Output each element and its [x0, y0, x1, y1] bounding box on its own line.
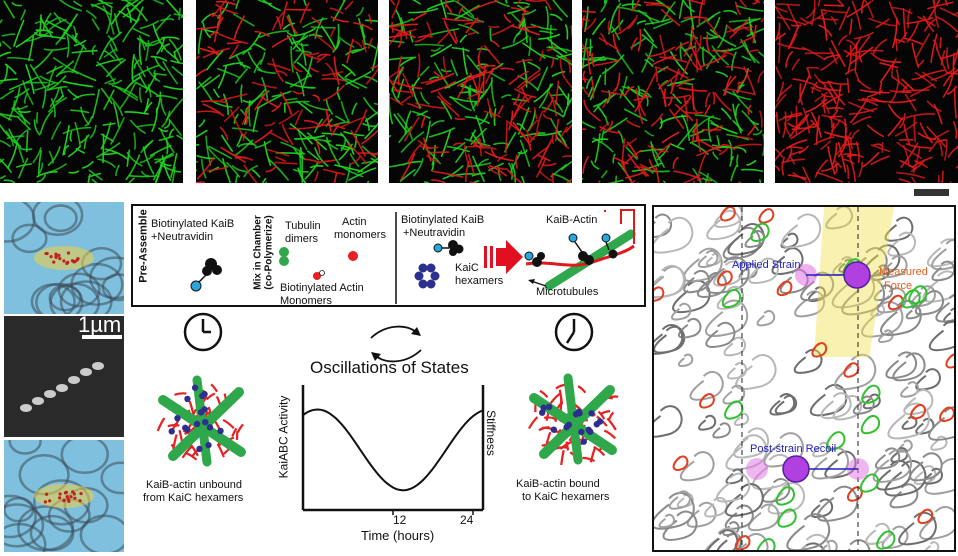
unbound-caption-1: KaiB-actin unbound	[146, 479, 243, 491]
post-strain-recoil-label: Post-strain Recoil	[750, 443, 837, 455]
tubulin-label-1: Tubulin	[285, 220, 321, 232]
kaic-hexamer-icon	[414, 263, 440, 289]
micrograph-red	[775, 0, 958, 183]
cycle-diagram	[156, 312, 619, 515]
measured-force-label-2: Force	[884, 280, 913, 292]
kaib-actin-label: KaiB-Actin	[546, 214, 598, 226]
cycle-arrows-icon	[370, 325, 422, 363]
mix-label-1: Mix in Chamber	[252, 215, 264, 290]
red-arrow-icon	[484, 240, 523, 274]
kaib-actin-complex-icon	[524, 209, 636, 291]
micrograph-merge-2	[389, 0, 572, 183]
biotinylated-actin-icon	[313, 270, 325, 280]
biotin-actin-label-2: Monomers	[280, 295, 332, 307]
scale-bar	[914, 189, 949, 196]
pre-assemble-label: Pre-Assemble	[137, 209, 150, 283]
oscillation-graph	[301, 385, 485, 515]
graph-tick-12: 12	[393, 513, 407, 527]
graph-ylabel-right: Stiffness	[483, 410, 498, 456]
kaib-neutravidin-icon-left	[190, 258, 222, 292]
network-unbound-icon	[156, 375, 246, 467]
overlay-image-bottom	[4, 440, 124, 552]
tubulin-label-2: dimers	[285, 233, 319, 245]
microtubule-pointer-arrow	[528, 279, 547, 287]
schematic-box: Pre-Assemble Biotinylated KaiB +Neutravi…	[131, 204, 646, 307]
fluorescence-image: 1µm	[4, 316, 124, 437]
mix-label-2: (co-Polymerize)	[263, 215, 275, 290]
kaib-neutravidin-right-1: Biotinylated KaiB	[401, 214, 485, 226]
micrograph-green	[0, 0, 183, 183]
bound-caption-1: KaiB-actin bound	[516, 478, 600, 490]
scale-bar-label: 1µm	[78, 316, 122, 337]
scale-bar-short	[82, 335, 122, 339]
applied-strain-label: Applied Strain	[732, 259, 801, 271]
measured-force-label-1: Measured	[879, 266, 928, 278]
cycle-title: Oscillations of States	[310, 358, 469, 377]
graph-xlabel: Time (hours)	[361, 528, 435, 543]
tubulin-dimer-icon	[279, 247, 289, 266]
kaic-label-1: KaiC	[455, 262, 479, 274]
bound-caption-2: to KaiC hexamers	[522, 491, 610, 503]
biotin-actin-label-1: Biotinylated Actin	[280, 282, 364, 294]
graph-ylabel-left: KaiABC Activity	[276, 395, 291, 479]
unbound-caption-2: from KaiC hexamers	[143, 492, 244, 504]
network-bound-icon	[527, 373, 619, 466]
simulation-panel: Applied Strain Measured Force Post-strai…	[652, 205, 956, 552]
kaib-neutravidin-right-2: +Neutravidin	[403, 227, 466, 239]
kaic-label-2: hexamers	[455, 275, 504, 287]
oscillation-curve	[302, 408, 484, 492]
actin-monomers-label-1: Actin	[342, 216, 367, 228]
clock-icon-right	[554, 312, 594, 352]
kaib-neutravidin-left-1: Biotinylated KaiB	[151, 218, 235, 230]
actin-monomer-icon	[348, 251, 358, 261]
actin-monomers-label-2: monomers	[334, 229, 386, 241]
kaib-neutravidin-icon-right	[433, 240, 464, 256]
kaib-neutravidin-left-2: +Neutravidin	[151, 231, 214, 243]
micrograph-merge-3	[582, 0, 764, 183]
micrograph-merge-1	[196, 0, 378, 183]
microtubules-label: Microtubules	[536, 286, 599, 298]
graph-tick-24: 24	[460, 513, 474, 527]
clock-icon-left	[183, 312, 223, 352]
overlay-image-top	[4, 202, 124, 314]
